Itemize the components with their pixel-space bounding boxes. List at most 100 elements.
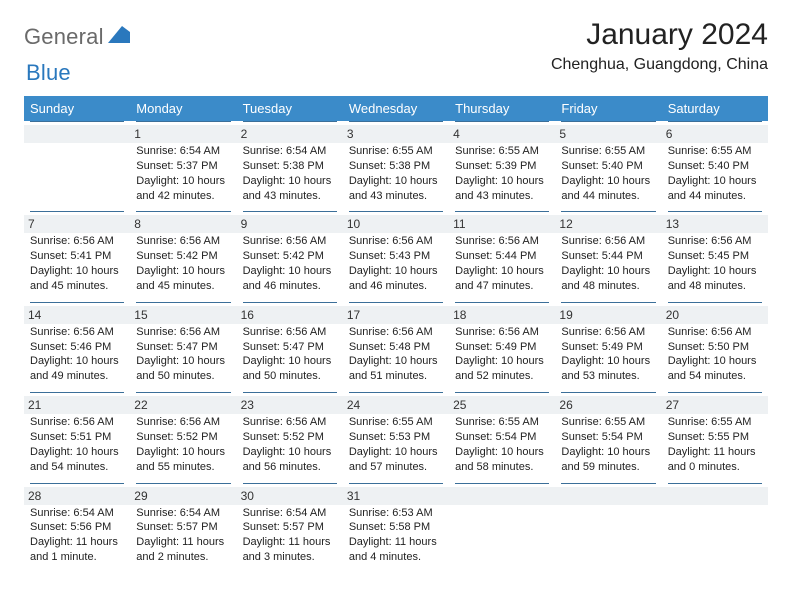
sunrise-text: Sunrise: 6:55 AM xyxy=(561,415,655,430)
calendar-day-cell: 2Sunrise: 6:54 AMSunset: 5:38 PMDaylight… xyxy=(237,121,343,211)
daylight-text: Daylight: 10 hours and 56 minutes. xyxy=(243,445,337,475)
day-info: Sunrise: 6:56 AMSunset: 5:44 PMDaylight:… xyxy=(561,234,655,293)
sunrise-text: Sunrise: 6:55 AM xyxy=(455,415,549,430)
weekday-header: Saturday xyxy=(662,96,768,121)
sunset-text: Sunset: 5:43 PM xyxy=(349,249,443,264)
day-number: 12 xyxy=(555,215,661,233)
calendar-empty-cell xyxy=(449,483,555,573)
daylight-text: Daylight: 10 hours and 51 minutes. xyxy=(349,354,443,384)
calendar-day-cell: 20Sunrise: 6:56 AMSunset: 5:50 PMDayligh… xyxy=(662,302,768,392)
day-number: 18 xyxy=(449,306,555,324)
day-info: Sunrise: 6:54 AMSunset: 5:38 PMDaylight:… xyxy=(243,144,337,203)
day-info: Sunrise: 6:54 AMSunset: 5:37 PMDaylight:… xyxy=(136,144,230,203)
sunset-text: Sunset: 5:41 PM xyxy=(30,249,124,264)
calendar-day-cell: 21Sunrise: 6:56 AMSunset: 5:51 PMDayligh… xyxy=(24,392,130,482)
weekday-header: Friday xyxy=(555,96,661,121)
calendar-day-cell: 12Sunrise: 6:56 AMSunset: 5:44 PMDayligh… xyxy=(555,211,661,301)
sunset-text: Sunset: 5:42 PM xyxy=(136,249,230,264)
calendar-day-cell: 3Sunrise: 6:55 AMSunset: 5:38 PMDaylight… xyxy=(343,121,449,211)
month-title: January 2024 xyxy=(551,18,768,52)
calendar-day-cell: 23Sunrise: 6:56 AMSunset: 5:52 PMDayligh… xyxy=(237,392,343,482)
day-number: 25 xyxy=(449,396,555,414)
day-number: 4 xyxy=(449,125,555,143)
day-number: 17 xyxy=(343,306,449,324)
sunrise-text: Sunrise: 6:56 AM xyxy=(136,234,230,249)
sunrise-text: Sunrise: 6:56 AM xyxy=(349,325,443,340)
calendar-day-cell: 24Sunrise: 6:55 AMSunset: 5:53 PMDayligh… xyxy=(343,392,449,482)
day-info: Sunrise: 6:55 AMSunset: 5:54 PMDaylight:… xyxy=(561,415,655,474)
sunset-text: Sunset: 5:58 PM xyxy=(349,520,443,535)
daylight-text: Daylight: 10 hours and 42 minutes. xyxy=(136,174,230,204)
weekday-header: Thursday xyxy=(449,96,555,121)
sunrise-text: Sunrise: 6:56 AM xyxy=(136,325,230,340)
daylight-text: Daylight: 10 hours and 52 minutes. xyxy=(455,354,549,384)
sunrise-text: Sunrise: 6:54 AM xyxy=(136,144,230,159)
daylight-text: Daylight: 10 hours and 54 minutes. xyxy=(668,354,762,384)
calendar-day-cell: 11Sunrise: 6:56 AMSunset: 5:44 PMDayligh… xyxy=(449,211,555,301)
day-number: 11 xyxy=(449,215,555,233)
sunrise-text: Sunrise: 6:55 AM xyxy=(455,144,549,159)
calendar-day-cell: 1Sunrise: 6:54 AMSunset: 5:37 PMDaylight… xyxy=(130,121,236,211)
day-number: 6 xyxy=(662,125,768,143)
calendar-day-cell: 18Sunrise: 6:56 AMSunset: 5:49 PMDayligh… xyxy=(449,302,555,392)
calendar-body: 1Sunrise: 6:54 AMSunset: 5:37 PMDaylight… xyxy=(24,121,768,573)
day-info: Sunrise: 6:56 AMSunset: 5:46 PMDaylight:… xyxy=(30,325,124,384)
daylight-text: Daylight: 10 hours and 47 minutes. xyxy=(455,264,549,294)
daylight-text: Daylight: 10 hours and 45 minutes. xyxy=(136,264,230,294)
sunset-text: Sunset: 5:40 PM xyxy=(561,159,655,174)
sunrise-text: Sunrise: 6:56 AM xyxy=(561,234,655,249)
daylight-text: Daylight: 10 hours and 43 minutes. xyxy=(243,174,337,204)
calendar-day-cell: 26Sunrise: 6:55 AMSunset: 5:54 PMDayligh… xyxy=(555,392,661,482)
sunrise-text: Sunrise: 6:55 AM xyxy=(349,415,443,430)
day-info: Sunrise: 6:54 AMSunset: 5:57 PMDaylight:… xyxy=(243,506,337,565)
daylight-text: Daylight: 10 hours and 46 minutes. xyxy=(349,264,443,294)
empty-day-number xyxy=(555,487,661,505)
calendar-day-cell: 10Sunrise: 6:56 AMSunset: 5:43 PMDayligh… xyxy=(343,211,449,301)
daylight-text: Daylight: 10 hours and 57 minutes. xyxy=(349,445,443,475)
day-info: Sunrise: 6:56 AMSunset: 5:45 PMDaylight:… xyxy=(668,234,762,293)
day-info: Sunrise: 6:56 AMSunset: 5:51 PMDaylight:… xyxy=(30,415,124,474)
calendar-day-cell: 9Sunrise: 6:56 AMSunset: 5:42 PMDaylight… xyxy=(237,211,343,301)
calendar-day-cell: 28Sunrise: 6:54 AMSunset: 5:56 PMDayligh… xyxy=(24,483,130,573)
sunset-text: Sunset: 5:45 PM xyxy=(668,249,762,264)
sunset-text: Sunset: 5:53 PM xyxy=(349,430,443,445)
day-number: 16 xyxy=(237,306,343,324)
day-number: 2 xyxy=(237,125,343,143)
location-label: Chenghua, Guangdong, China xyxy=(551,56,768,74)
day-info: Sunrise: 6:56 AMSunset: 5:52 PMDaylight:… xyxy=(136,415,230,474)
day-number: 5 xyxy=(555,125,661,143)
calendar-day-cell: 6Sunrise: 6:55 AMSunset: 5:40 PMDaylight… xyxy=(662,121,768,211)
sunset-text: Sunset: 5:49 PM xyxy=(561,340,655,355)
sunset-text: Sunset: 5:49 PM xyxy=(455,340,549,355)
sunset-text: Sunset: 5:48 PM xyxy=(349,340,443,355)
calendar-week-row: 7Sunrise: 6:56 AMSunset: 5:41 PMDaylight… xyxy=(24,211,768,301)
sunrise-text: Sunrise: 6:56 AM xyxy=(136,415,230,430)
day-info: Sunrise: 6:56 AMSunset: 5:49 PMDaylight:… xyxy=(561,325,655,384)
weekday-header: Sunday xyxy=(24,96,130,121)
daylight-text: Daylight: 10 hours and 48 minutes. xyxy=(561,264,655,294)
day-info: Sunrise: 6:56 AMSunset: 5:47 PMDaylight:… xyxy=(243,325,337,384)
day-info: Sunrise: 6:55 AMSunset: 5:40 PMDaylight:… xyxy=(561,144,655,203)
day-number: 29 xyxy=(130,487,236,505)
sunrise-text: Sunrise: 6:55 AM xyxy=(349,144,443,159)
calendar-day-cell: 30Sunrise: 6:54 AMSunset: 5:57 PMDayligh… xyxy=(237,483,343,573)
empty-day-number xyxy=(662,487,768,505)
sunrise-text: Sunrise: 6:56 AM xyxy=(30,325,124,340)
sunset-text: Sunset: 5:39 PM xyxy=(455,159,549,174)
daylight-text: Daylight: 10 hours and 50 minutes. xyxy=(136,354,230,384)
daylight-text: Daylight: 10 hours and 50 minutes. xyxy=(243,354,337,384)
daylight-text: Daylight: 10 hours and 44 minutes. xyxy=(561,174,655,204)
sunrise-text: Sunrise: 6:56 AM xyxy=(243,325,337,340)
day-info: Sunrise: 6:54 AMSunset: 5:56 PMDaylight:… xyxy=(30,506,124,565)
sunrise-text: Sunrise: 6:56 AM xyxy=(561,325,655,340)
calendar-day-cell: 22Sunrise: 6:56 AMSunset: 5:52 PMDayligh… xyxy=(130,392,236,482)
sunrise-text: Sunrise: 6:56 AM xyxy=(243,415,337,430)
sunset-text: Sunset: 5:55 PM xyxy=(668,430,762,445)
calendar-day-cell: 13Sunrise: 6:56 AMSunset: 5:45 PMDayligh… xyxy=(662,211,768,301)
day-info: Sunrise: 6:56 AMSunset: 5:52 PMDaylight:… xyxy=(243,415,337,474)
daylight-text: Daylight: 10 hours and 55 minutes. xyxy=(136,445,230,475)
sunset-text: Sunset: 5:56 PM xyxy=(30,520,124,535)
sunrise-text: Sunrise: 6:54 AM xyxy=(243,144,337,159)
calendar-day-cell: 29Sunrise: 6:54 AMSunset: 5:57 PMDayligh… xyxy=(130,483,236,573)
sunrise-text: Sunrise: 6:56 AM xyxy=(30,234,124,249)
